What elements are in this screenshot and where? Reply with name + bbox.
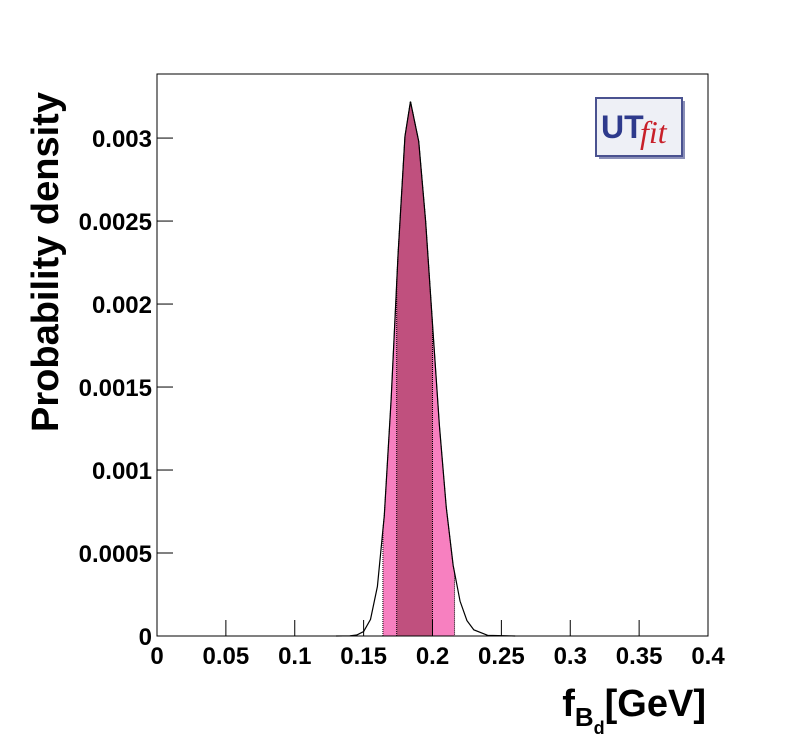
x-tick-label: 0.4 — [691, 643, 725, 670]
x-tick-label: 0.2 — [416, 643, 449, 670]
x-tick-label: 0.15 — [340, 643, 387, 670]
x-tick-label: 0.05 — [203, 643, 250, 670]
x-tick-label: 0.25 — [478, 643, 525, 670]
logo-text: fit — [640, 114, 668, 150]
y-axis-label: Probability density — [25, 92, 67, 432]
density-curve — [336, 101, 516, 637]
x-axis-label: fBd[GeV] — [562, 683, 706, 738]
y-tick-label: 0.0025 — [79, 209, 152, 236]
x-tick-label: 0 — [150, 643, 163, 670]
y-tick-label: 0.003 — [92, 126, 152, 153]
x-label-sub: B — [575, 702, 594, 732]
y-tick-label: 0.0015 — [79, 375, 152, 402]
x-tick-label: 0.1 — [278, 643, 311, 670]
x-label-subsub: d — [594, 718, 605, 738]
x-label-main: f — [562, 683, 575, 725]
x-tick-label: 0.35 — [616, 643, 663, 670]
logo: UT fit — [595, 97, 685, 159]
x-tick-label: 0.3 — [554, 643, 587, 670]
logo-text: UT — [601, 109, 644, 145]
plot-area — [336, 101, 516, 637]
interval-area — [396, 101, 433, 637]
y-tick-label: 0.0005 — [79, 541, 152, 568]
y-tick-label: 0.002 — [92, 292, 152, 319]
y-tick-label: 0 — [139, 624, 152, 651]
y-tick-label: 0.001 — [92, 458, 152, 485]
x-label-unit: [GeV] — [605, 683, 706, 725]
logo-box — [595, 97, 683, 157]
